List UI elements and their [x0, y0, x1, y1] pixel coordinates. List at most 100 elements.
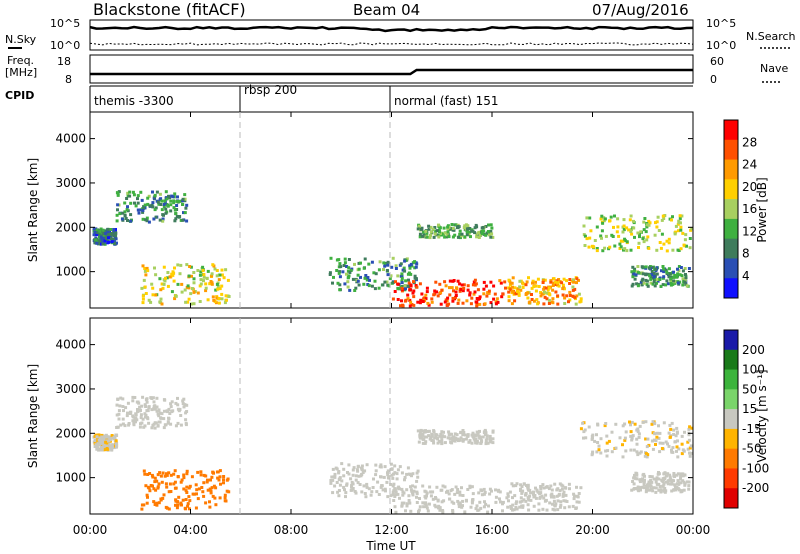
vel-data-cell-2 — [209, 491, 213, 495]
vel-data-cell-5 — [572, 492, 576, 496]
vel-data-cell-4 — [421, 484, 425, 488]
power-data-cell-4 — [420, 292, 424, 296]
vel-data-cell-7 — [604, 422, 608, 425]
power-data-cell-5 — [513, 286, 517, 290]
power-data-cell-2 — [202, 275, 206, 279]
vel-data-cell-6 — [485, 434, 489, 438]
power-data-cell-1 — [128, 190, 132, 194]
vel-data-cell-5 — [532, 504, 536, 508]
vel-data-cell-3 — [403, 476, 407, 479]
vel-data-cell-2 — [155, 479, 159, 483]
power-data-cell-5 — [525, 280, 529, 284]
vel-data-cell-3 — [344, 491, 348, 495]
power-data-cell-2 — [166, 284, 170, 288]
vel-data-cell-2 — [159, 497, 163, 501]
vel-data-cell-2 — [142, 503, 146, 507]
vel-data-cell-2 — [222, 475, 226, 478]
power-data-cell-5 — [551, 288, 555, 292]
power-data-cell-3 — [368, 278, 371, 282]
power-data-cell-2 — [141, 294, 145, 298]
power-data-cell-3 — [345, 265, 349, 268]
power-data-cell-8 — [633, 267, 637, 271]
power-data-cell-3 — [341, 270, 345, 274]
power-data-cell-5 — [539, 294, 543, 298]
vel-data-cell-6 — [446, 436, 450, 440]
power-data-cell-2 — [168, 275, 172, 279]
vel-data-cell-5 — [514, 505, 518, 509]
vel-data-cell-2 — [182, 476, 186, 480]
power-data-cell-4 — [452, 289, 455, 293]
power-data-cell-5 — [552, 281, 556, 285]
vel-data-cell-7 — [637, 432, 641, 436]
power-data-cell-5 — [536, 302, 540, 306]
vel-data-cell-2 — [162, 493, 166, 497]
vel-data-cell-4 — [501, 500, 505, 504]
vel-data-cell-6 — [461, 433, 465, 437]
power-data-cell-2 — [208, 282, 212, 286]
vel-data-cell-4 — [474, 507, 478, 511]
power-data-cell-0 — [109, 228, 113, 231]
vel-data-cell-5 — [515, 482, 519, 486]
power-data-cell-4 — [407, 281, 411, 285]
vel-data-cell-3 — [343, 488, 346, 492]
power-data-cell-1 — [115, 213, 119, 217]
vel-data-cell-1 — [162, 426, 166, 430]
power-data-cell-1 — [120, 217, 124, 221]
vel-data-cell-3 — [380, 484, 384, 488]
vel-data-cell-4 — [435, 485, 439, 489]
power-data-cell-5 — [541, 281, 545, 284]
vel-data-cell-8 — [665, 474, 668, 478]
vel-data-cell-2 — [206, 488, 210, 492]
power-data-cell-4 — [436, 294, 440, 298]
power-data-cell-4 — [494, 302, 498, 306]
power-data-cell-6 — [428, 236, 432, 240]
vel-data-cell-3 — [342, 474, 346, 478]
vel-data-cell-2 — [155, 501, 159, 505]
power-data-cell-1 — [172, 206, 176, 210]
vel-data-cell-4 — [448, 497, 452, 501]
vel-data-cell-8 — [668, 478, 672, 482]
vel-data-cell-0 — [96, 442, 100, 446]
vel-data-cell-4 — [437, 506, 440, 510]
power-data-cell-4 — [492, 297, 496, 301]
vel-data-cell-4 — [486, 510, 490, 514]
vel-data-cell-1 — [155, 396, 159, 400]
power-data-cell-4 — [472, 280, 476, 284]
vel-data-cell-8 — [666, 472, 670, 476]
vel-data-cell-2 — [176, 500, 180, 504]
power-data-cell-2 — [187, 297, 191, 301]
vel-data-cell-7 — [595, 450, 599, 454]
vel-data-cell-1 — [131, 395, 135, 399]
vel-data-cell-2 — [222, 478, 225, 482]
vel-data-cell-2 — [184, 489, 188, 493]
date-title: 07/Aug/2016 — [592, 1, 689, 19]
vel-data-cell-1 — [158, 411, 162, 415]
power-data-cell-1 — [132, 193, 136, 197]
power-data-cell-4 — [409, 288, 413, 292]
x-tick-label: 12:00 — [374, 523, 409, 537]
vel-data-cell-7 — [597, 448, 601, 452]
vel-data-cell-2 — [211, 494, 215, 498]
vel-data-cell-0 — [103, 448, 107, 452]
power-data-cell-7 — [629, 214, 633, 218]
power-data-cell-6 — [422, 230, 426, 234]
power-data-cell-5 — [547, 292, 551, 296]
vel-data-cell-7 — [644, 437, 648, 441]
power-data-cell-0 — [114, 231, 118, 235]
power-data-cell-5 — [545, 297, 549, 301]
vel-data-cell-2 — [156, 473, 160, 477]
vel-data-cell-2 — [143, 472, 147, 476]
power-data-cell-5 — [517, 293, 521, 297]
vel-data-cell-6 — [424, 429, 428, 433]
vel-data-cell-1 — [155, 409, 159, 413]
vel-data-cell-5 — [544, 485, 548, 489]
vel-data-cell-5 — [512, 508, 516, 512]
power-data-cell-4 — [440, 288, 444, 292]
power-colorbar-label: Power [dB] — [755, 177, 769, 242]
vel-data-cell-7 — [630, 438, 634, 442]
vel-data-cell-6 — [453, 439, 457, 443]
vel-data-cell-6 — [443, 441, 447, 445]
power-data-cell-7 — [625, 226, 629, 230]
vel-data-cell-3 — [351, 468, 355, 472]
power-data-cell-1 — [129, 219, 133, 223]
